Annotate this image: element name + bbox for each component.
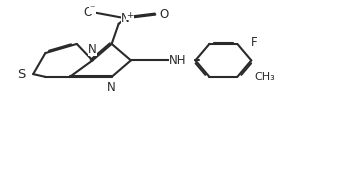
Text: O: O [159, 8, 169, 21]
Text: ⁻: ⁻ [90, 4, 95, 14]
Text: O: O [84, 6, 93, 19]
Text: +: + [126, 10, 134, 20]
Text: N: N [88, 43, 97, 56]
Text: N: N [107, 81, 116, 94]
Text: F: F [251, 36, 258, 49]
Text: CH₃: CH₃ [255, 72, 275, 82]
Text: N: N [121, 12, 130, 25]
Text: NH: NH [169, 54, 187, 67]
Text: S: S [17, 68, 25, 81]
